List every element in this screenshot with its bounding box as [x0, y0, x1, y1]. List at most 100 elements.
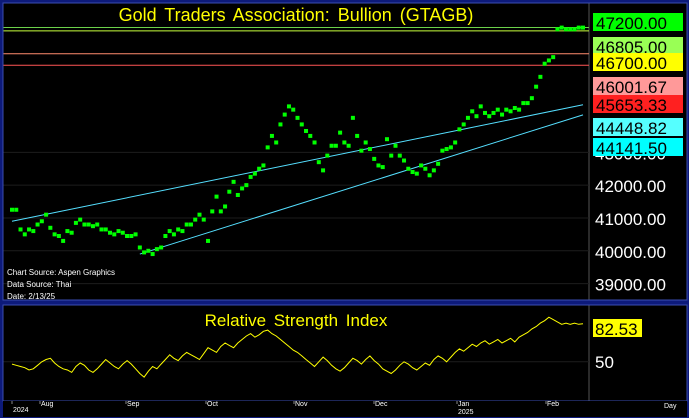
- price-point: [248, 174, 253, 179]
- price-point: [342, 140, 347, 145]
- price-tick-label: 40000.00: [595, 243, 666, 262]
- price-point: [120, 230, 125, 235]
- rsi-last-value-box: [593, 319, 642, 337]
- price-point: [99, 227, 104, 232]
- price-point: [457, 127, 462, 132]
- price-point: [419, 163, 424, 168]
- price-point: [563, 27, 568, 32]
- rsi-chart-title: Relative Strength Index: [205, 311, 388, 330]
- price-tick-label: 41000.00: [595, 210, 666, 229]
- price-point: [31, 229, 36, 234]
- price-point: [86, 222, 91, 227]
- month-label: 2025: [458, 409, 474, 416]
- price-point: [572, 27, 577, 32]
- price-marker-badge: [593, 77, 683, 95]
- price-point: [461, 122, 466, 127]
- price-point: [184, 222, 189, 227]
- price-points: [10, 25, 585, 257]
- price-point: [257, 166, 262, 171]
- source-notes: Chart Source: Aspen Graphics Data Source…: [7, 268, 115, 301]
- time-axis-label: Day: [664, 403, 677, 410]
- price-marker-badge: [593, 138, 683, 156]
- price-point: [380, 165, 385, 170]
- price-point: [367, 147, 372, 152]
- price-point: [525, 101, 530, 106]
- price-point: [274, 140, 279, 145]
- price-point: [78, 217, 83, 222]
- price-point: [223, 204, 228, 209]
- price-point: [338, 130, 343, 135]
- price-gridlines: [3, 151, 589, 285]
- price-point: [73, 220, 78, 225]
- price-marker-badge: [593, 53, 683, 71]
- month-label: Aug: [41, 401, 54, 408]
- price-tick-label: 42000.00: [595, 177, 666, 196]
- time-axis-area: [3, 401, 687, 417]
- price-marker-badge: [593, 37, 683, 55]
- price-point: [559, 25, 564, 30]
- month-label: 2024: [13, 407, 29, 414]
- price-point: [491, 110, 496, 115]
- price-point: [321, 168, 326, 173]
- price-point: [116, 229, 121, 234]
- rsi-panel: 50 82.53 Relative Strength Index: [2, 304, 688, 402]
- price-point: [376, 163, 381, 168]
- price-point: [159, 245, 164, 250]
- price-point: [500, 112, 505, 117]
- price-marker-badge: [593, 118, 683, 136]
- trendlines: [11, 104, 584, 255]
- price-point: [265, 145, 270, 150]
- rsi-plot-area: [3, 305, 589, 401]
- price-point: [393, 143, 398, 148]
- price-point: [581, 25, 585, 30]
- price-point: [440, 148, 445, 153]
- price-point: [478, 104, 483, 109]
- price-point: [355, 133, 360, 138]
- price-point: [125, 234, 130, 239]
- rsi-series-line: [11, 316, 584, 378]
- price-point: [27, 227, 32, 232]
- price-point: [350, 115, 355, 120]
- price-point: [201, 217, 206, 222]
- price-point: [316, 160, 321, 165]
- price-point: [542, 61, 547, 66]
- price-point: [56, 234, 61, 239]
- price-point: [261, 163, 266, 168]
- price-point: [397, 153, 402, 158]
- price-point: [538, 74, 543, 79]
- price-point: [235, 192, 240, 197]
- price-point: [142, 250, 147, 255]
- price-point: [214, 194, 219, 199]
- price-point: [504, 107, 509, 112]
- price-point: [576, 25, 581, 30]
- price-point: [39, 219, 44, 224]
- price-point: [286, 104, 291, 109]
- rsi-tick-label: 50: [595, 353, 614, 372]
- price-point: [22, 232, 27, 237]
- price-point: [82, 222, 87, 227]
- price-point: [52, 232, 57, 237]
- price-point: [551, 55, 556, 60]
- price-point: [240, 186, 245, 191]
- price-point: [512, 106, 517, 111]
- price-point: [176, 227, 181, 232]
- trendline: [139, 114, 584, 255]
- price-point: [18, 227, 23, 232]
- price-point: [252, 171, 257, 176]
- price-panel-frame: [2, 2, 688, 301]
- price-point: [227, 189, 232, 194]
- price-tick-label: 39000.00: [595, 276, 666, 295]
- price-point: [414, 171, 419, 176]
- price-point: [167, 229, 172, 234]
- price-point: [206, 238, 211, 243]
- price-point: [312, 140, 317, 145]
- month-label: Nov: [295, 401, 308, 408]
- price-point: [269, 133, 274, 138]
- price-point: [517, 107, 522, 112]
- price-point: [372, 156, 377, 161]
- price-point: [529, 96, 534, 101]
